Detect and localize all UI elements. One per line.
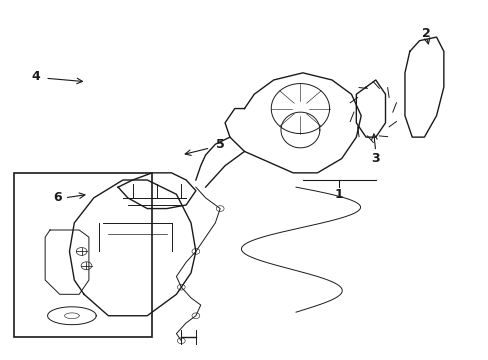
Bar [14,173,152,337]
Text: 4: 4 [31,70,40,83]
Text: 1: 1 [334,188,343,201]
Text: 5: 5 [215,138,224,151]
Text: 2: 2 [422,27,430,40]
Text: 6: 6 [53,192,61,204]
Text: 3: 3 [371,152,379,165]
